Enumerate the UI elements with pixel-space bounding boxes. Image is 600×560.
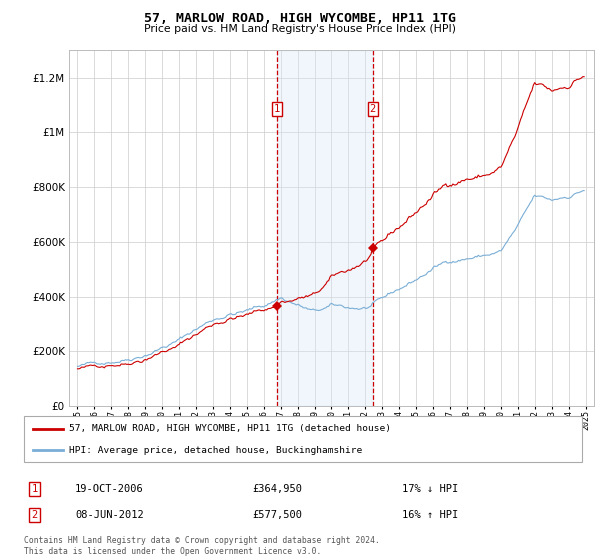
Text: 1: 1 [274, 104, 280, 114]
Text: 08-JUN-2012: 08-JUN-2012 [75, 510, 144, 520]
Text: Contains HM Land Registry data © Crown copyright and database right 2024.
This d: Contains HM Land Registry data © Crown c… [24, 536, 380, 556]
Text: 1: 1 [32, 484, 38, 494]
Text: 16% ↑ HPI: 16% ↑ HPI [402, 510, 458, 520]
Text: 19-OCT-2006: 19-OCT-2006 [75, 484, 144, 494]
Bar [277, 50, 373, 406]
Text: HPI: Average price, detached house, Buckinghamshire: HPI: Average price, detached house, Buck… [69, 446, 362, 455]
Text: 2: 2 [32, 510, 38, 520]
Text: £364,950: £364,950 [252, 484, 302, 494]
Text: Price paid vs. HM Land Registry's House Price Index (HPI): Price paid vs. HM Land Registry's House … [144, 24, 456, 34]
Text: £577,500: £577,500 [252, 510, 302, 520]
Text: 57, MARLOW ROAD, HIGH WYCOMBE, HP11 1TG: 57, MARLOW ROAD, HIGH WYCOMBE, HP11 1TG [144, 12, 456, 25]
Text: 57, MARLOW ROAD, HIGH WYCOMBE, HP11 1TG (detached house): 57, MARLOW ROAD, HIGH WYCOMBE, HP11 1TG … [69, 424, 391, 433]
Text: 17% ↓ HPI: 17% ↓ HPI [402, 484, 458, 494]
Text: 2: 2 [370, 104, 376, 114]
